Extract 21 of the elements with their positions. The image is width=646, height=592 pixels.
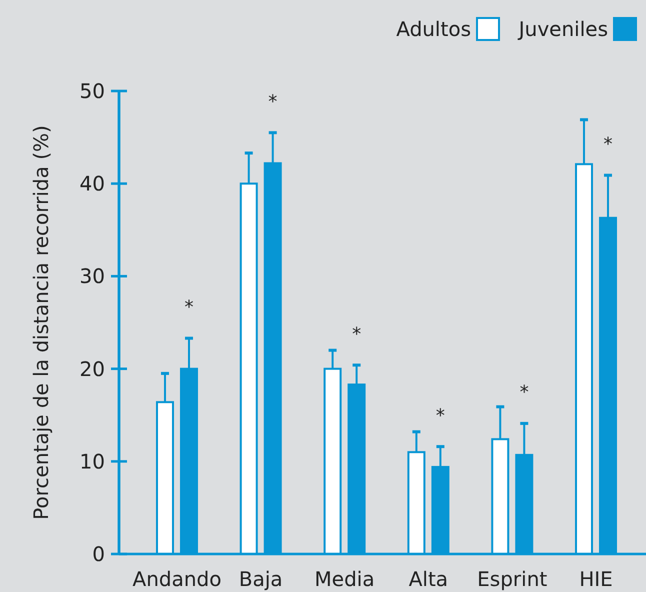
y-tick-label: 50 bbox=[80, 79, 105, 103]
x-tick-label: Alta bbox=[408, 567, 448, 591]
annotation: * bbox=[352, 324, 362, 345]
y-tick-label: 20 bbox=[80, 356, 105, 381]
annotation: * bbox=[268, 91, 278, 112]
legend-label: Juveniles bbox=[516, 17, 608, 41]
x-tick-label: HIE bbox=[579, 567, 613, 591]
y-tick-label: 40 bbox=[80, 172, 105, 196]
x-tick-label: Esprint bbox=[477, 567, 548, 591]
annotation: * bbox=[436, 405, 445, 426]
x-tick-label: Media bbox=[314, 567, 375, 591]
y-tick-label: 10 bbox=[80, 449, 105, 474]
y-axis-title: Porcentaje de la distancia recorrida (%) bbox=[29, 125, 53, 520]
annotation: * bbox=[520, 382, 529, 404]
x-tick-label: Andando bbox=[132, 567, 222, 591]
x-tick-label: Baja bbox=[238, 567, 283, 591]
legend-label: Adultos bbox=[396, 17, 471, 41]
annotation: * bbox=[604, 134, 613, 156]
y-tick-label: 30 bbox=[80, 264, 105, 288]
y-tick-label: 0 bbox=[92, 542, 105, 566]
annotation: * bbox=[184, 297, 194, 318]
